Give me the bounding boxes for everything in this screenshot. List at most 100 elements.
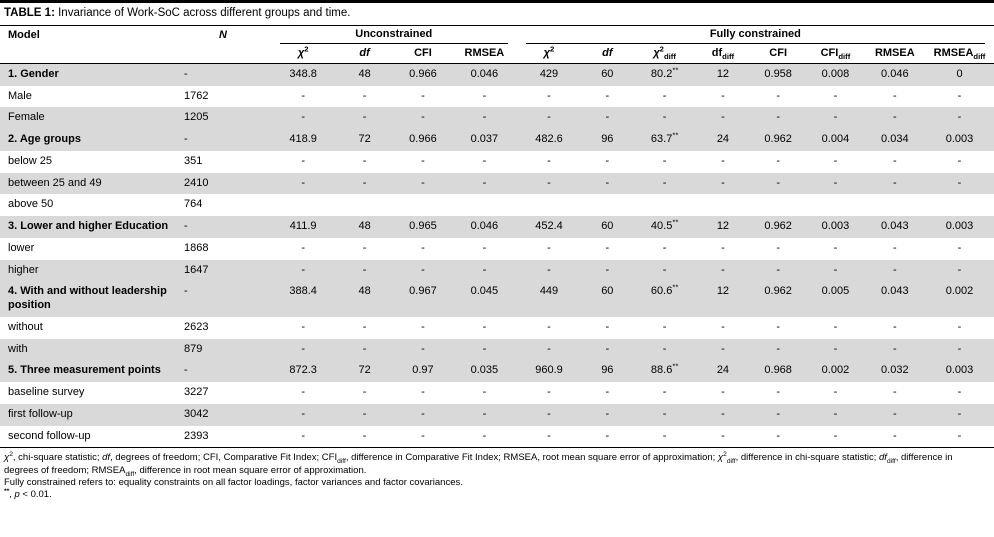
value-cell: - xyxy=(662,263,667,276)
column-header-statistic: CFI xyxy=(393,43,453,64)
value-cell: - xyxy=(957,111,962,124)
value-cell: - xyxy=(833,176,838,189)
value-cell: - xyxy=(547,342,551,355)
value-cell: 24 xyxy=(716,364,730,377)
value-cell: 48 xyxy=(358,67,371,80)
fully-constrained-group-label: Fully constrained xyxy=(525,28,985,44)
value-cell: 0.005 xyxy=(821,285,850,298)
value-cell: 0.002 xyxy=(821,364,850,377)
value-cell: 452.4 xyxy=(535,220,563,233)
value-cell: 0.97 xyxy=(412,364,434,377)
value-cell: 429 xyxy=(539,67,559,80)
column-header-statistic: CFIdiff xyxy=(806,43,865,64)
value-cell: - xyxy=(362,407,367,420)
value-cell: - xyxy=(833,111,838,124)
column-header-statistic: RMSEAdiff xyxy=(925,43,994,64)
n-cell: 3227 xyxy=(184,386,209,399)
value-cell: 482.6 xyxy=(535,133,563,146)
value-cell: - xyxy=(721,342,725,355)
value-cell: - xyxy=(482,429,487,442)
value-cell: - xyxy=(721,111,725,124)
column-header-statistic: dfdiff xyxy=(695,43,751,64)
n-cell: 2410 xyxy=(184,176,209,189)
value-cell: - xyxy=(957,176,962,189)
value-cell: - xyxy=(833,429,838,442)
column-header-model: Model xyxy=(0,25,176,64)
column-header-statistic: df xyxy=(581,43,634,64)
model-cell: 5. Three measurement points xyxy=(8,364,161,377)
value-cell: - xyxy=(721,429,725,442)
value-cell: 0.962 xyxy=(764,285,792,298)
value-cell: - xyxy=(605,176,610,189)
n-cell: 2623 xyxy=(184,320,209,333)
value-cell: - xyxy=(547,241,551,254)
value-cell: 0.967 xyxy=(409,285,437,298)
value-cell: - xyxy=(421,342,425,355)
value-cell xyxy=(517,194,582,216)
value-cell: 72 xyxy=(358,133,371,146)
value-cell: - xyxy=(547,111,551,124)
value-cell: - xyxy=(662,111,667,124)
value-cell: - xyxy=(362,154,367,167)
value-cell: 0.958 xyxy=(764,67,792,80)
value-cell: - xyxy=(301,342,305,355)
model-cell: higher xyxy=(8,263,39,276)
value-cell: 60 xyxy=(601,220,614,233)
value-cell: - xyxy=(833,342,838,355)
value-cell xyxy=(696,194,750,216)
model-cell: with xyxy=(8,342,28,355)
model-cell: Female xyxy=(8,111,45,124)
value-cell xyxy=(335,194,393,216)
table-row: baseline survey 3227 - - - - - - - - - - - - xyxy=(0,382,994,404)
value-cell: 60 xyxy=(601,67,614,80)
value-cell: 0.962 xyxy=(764,220,792,233)
value-cell: - xyxy=(482,407,487,420)
value-cell: - xyxy=(776,111,780,124)
value-cell: - xyxy=(776,429,780,442)
value-cell: - xyxy=(662,386,667,399)
model-cell: 2. Age groups xyxy=(8,133,81,146)
model-cell: Male xyxy=(8,89,32,102)
column-header-n: N xyxy=(175,25,271,64)
value-cell: - xyxy=(833,386,838,399)
value-cell: - xyxy=(482,241,487,254)
value-cell: - xyxy=(301,176,305,189)
value-cell: - xyxy=(421,263,425,276)
value-cell: - xyxy=(301,111,305,124)
value-cell: - xyxy=(721,176,725,189)
value-cell: 0.965 xyxy=(409,220,437,233)
value-cell: - xyxy=(833,263,838,276)
value-cell: - xyxy=(957,263,962,276)
value-cell: - xyxy=(957,241,962,254)
value-cell: 0.046 xyxy=(470,220,499,233)
table-caption: Invariance of Work-SoC across different … xyxy=(54,7,351,19)
value-cell: - xyxy=(892,154,897,167)
value-cell: - xyxy=(482,263,487,276)
value-cell: - xyxy=(957,429,962,442)
value-cell: 0.035 xyxy=(470,364,499,377)
value-cell: - xyxy=(662,154,667,167)
n-cell: 764 xyxy=(184,198,203,211)
value-cell: 96 xyxy=(601,133,614,146)
table-row: Male 1762 - - - - - - - - - - - - xyxy=(0,86,994,108)
value-cell: 0.003 xyxy=(945,364,974,377)
table-row: above 50 764 xyxy=(0,194,994,216)
value-cell: - xyxy=(362,176,367,189)
value-cell: - xyxy=(362,386,367,399)
table-number-label: TABLE 1: xyxy=(4,7,55,19)
value-cell: - xyxy=(421,386,425,399)
value-cell: 0.003 xyxy=(945,220,974,233)
header-row-statistics: χ2 df CFI RMSEA χ2 df χ2diff dfdiff CFI CFIdiff RM… xyxy=(0,43,994,64)
value-cell: 0.043 xyxy=(881,220,909,233)
table-header: Model N Unconstrained Fully constrained … xyxy=(0,25,994,64)
value-cell: - xyxy=(776,386,780,399)
table-row-group: 1. Gender - 348.8 48 0.966 0.046 429 60 80.2** 12… xyxy=(0,63,994,86)
value-cell: - xyxy=(547,407,551,420)
value-cell: 40.5** xyxy=(650,217,679,233)
value-cell: - xyxy=(721,320,725,333)
value-cell: - xyxy=(362,320,367,333)
value-cell xyxy=(452,194,517,216)
value-cell: 48 xyxy=(358,220,371,233)
value-cell: - xyxy=(605,111,610,124)
